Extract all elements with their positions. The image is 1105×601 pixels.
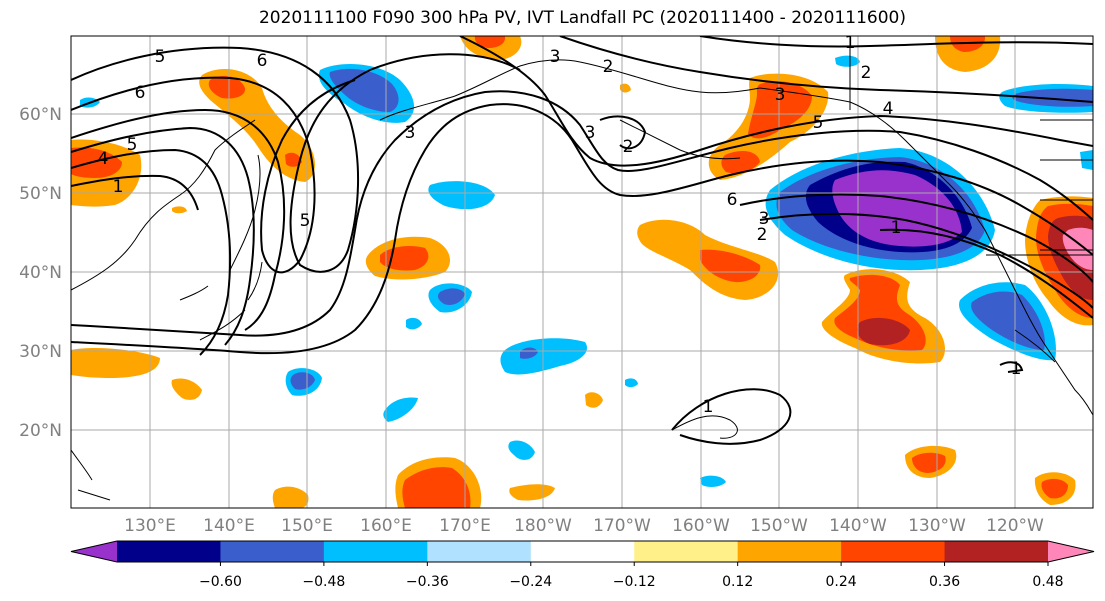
colorbar-swatch [737, 541, 842, 562]
colorbar-swatch [427, 541, 532, 562]
longitude-labels: 130°E 140°E 150°E 160°E 170°E 180°W 170°… [124, 516, 1044, 536]
lon-label: 150°W [750, 516, 808, 536]
lat-label: 40°N [19, 263, 62, 283]
contour-label: 6 [727, 190, 738, 210]
colorbar-extend-high [1048, 541, 1094, 562]
lon-label: 170°E [439, 516, 491, 536]
contour-label: 1 [891, 218, 902, 238]
colorbar-swatch [220, 541, 325, 562]
lon-label: 140°W [829, 516, 887, 536]
colorbar-tick-label: −0.48 [302, 574, 345, 590]
map-title: 2020111100 F090 300 hPa PV, IVT Landfall… [258, 8, 906, 28]
contour-label: 3 [405, 123, 416, 143]
map-plot-area: 5 6 6 4 5 1 5 3 2 3 2 1 3 3 2 4 5 6 3 2 … [71, 33, 1093, 508]
contour-label: 2 [861, 63, 872, 83]
contour-label: 5 [155, 47, 166, 67]
colorbar-extend-low [71, 541, 117, 562]
contour-label: 4 [98, 149, 109, 169]
contour-label: 2 [603, 57, 614, 77]
lat-label: 20°N [19, 421, 62, 441]
colorbar [70, 540, 1095, 566]
map-frame [70, 35, 1094, 509]
pv-shading [71, 36, 1093, 508]
pv-contours [71, 36, 1093, 445]
colorbar-swatch [634, 541, 739, 562]
contour-labels: 5 6 6 4 5 1 5 3 2 3 2 1 3 3 2 4 5 6 3 2 … [98, 33, 1022, 417]
contour-label: 6 [257, 51, 268, 71]
contour-label: 3 [775, 85, 786, 105]
contour-label: 5 [300, 211, 311, 231]
lon-label: 140°E [203, 516, 255, 536]
lat-label: 60°N [19, 105, 62, 125]
contour-label: 1 [113, 177, 124, 197]
colorbar-tick-label: −0.36 [406, 574, 449, 590]
contour-label: 2 [757, 225, 768, 245]
lon-label: 180°W [514, 516, 572, 536]
colorbar-tick-label: 0.48 [1032, 574, 1063, 590]
colorbar-swatch [117, 541, 221, 562]
contour-label: 3 [759, 209, 770, 229]
lon-label: 160°E [360, 516, 412, 536]
contour-label: 5 [813, 113, 824, 133]
coastlines [71, 36, 1093, 501]
lon-label: 130°W [908, 516, 966, 536]
contour-label: 1 [703, 397, 714, 417]
contour-label: 3 [585, 123, 596, 143]
contour-label: 1 [1011, 359, 1022, 379]
contour-label: 6 [135, 83, 146, 103]
contour-label: 5 [127, 135, 138, 155]
lat-label: 30°N [19, 342, 62, 362]
colorbar-swatch [530, 541, 635, 562]
colorbar-tick-label: 0.24 [826, 574, 857, 590]
lon-label: 150°E [281, 516, 333, 536]
colorbar-tick-label: 0.12 [722, 574, 753, 590]
contour-label: 3 [550, 47, 561, 67]
colorbar-swatch [323, 541, 428, 562]
graticule [71, 36, 1093, 508]
colorbar-swatch [841, 541, 946, 562]
lon-label: 160°W [672, 516, 730, 536]
lon-label: 120°W [986, 516, 1044, 536]
colorbar-tick-labels: −0.60 −0.48 −0.36 −0.24 −0.12 0.12 0.24 0.36 0.4… [199, 574, 1064, 590]
contour-label: 1 [845, 33, 856, 53]
colorbar-swatch [944, 541, 1049, 562]
colorbar-outline [70, 540, 1095, 563]
lon-label: 170°W [593, 516, 651, 536]
lon-label: 130°E [124, 516, 176, 536]
colorbar-tick-label: −0.12 [613, 574, 656, 590]
colorbar-tick-label: −0.60 [199, 574, 242, 590]
lat-label: 50°N [19, 184, 62, 204]
latitude-labels: 60°N 50°N 40°N 30°N 20°N [19, 105, 62, 441]
colorbar-tick-label: 0.36 [929, 574, 960, 590]
colorbar-tick-label: −0.24 [509, 574, 552, 590]
contour-label: 4 [883, 99, 894, 119]
contour-label: 2 [623, 137, 634, 157]
